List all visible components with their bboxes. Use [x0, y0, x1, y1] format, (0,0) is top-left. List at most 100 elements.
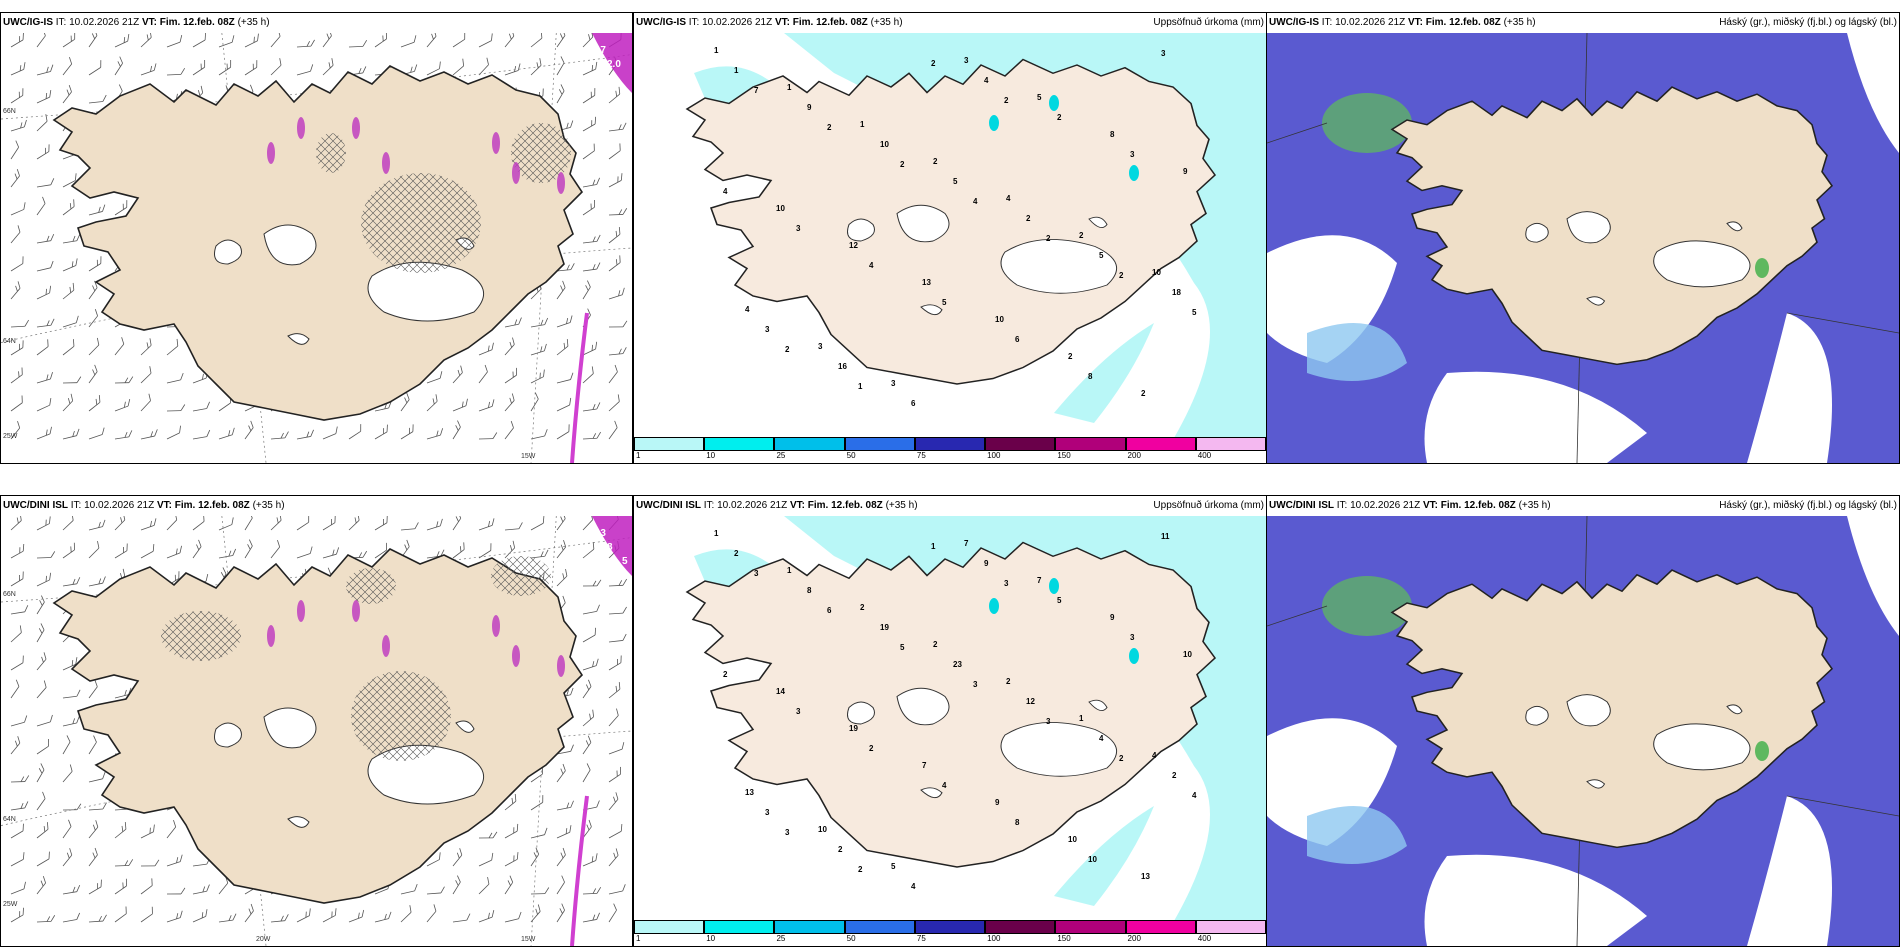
- colorbar-tick-label: 100: [987, 934, 1001, 943]
- precip-value-label: 1: [858, 382, 863, 391]
- colorbar-swatch: [1055, 920, 1126, 934]
- precip-value-label: 10: [880, 140, 889, 149]
- precip-value-label: 3: [1161, 49, 1166, 58]
- precip-value-label: 2: [1119, 271, 1124, 280]
- precip-value-label: 2: [734, 549, 739, 558]
- colorbar-tick-label: 1: [636, 934, 641, 943]
- lat-label-64n: 64N: [3, 338, 16, 345]
- colorbar-swatch: [914, 920, 986, 934]
- precip-value-label: 10: [818, 825, 827, 834]
- precip-value-label: 10: [1068, 835, 1077, 844]
- precip-value-label: 3: [818, 342, 823, 351]
- precip-value-label: 13: [1141, 872, 1150, 881]
- colorbar-swatch: [1055, 437, 1126, 451]
- precip-value-label: 4: [869, 261, 874, 270]
- precip-value-label: 1: [787, 566, 792, 575]
- precip-value-label: 5: [1037, 93, 1042, 102]
- precip-value-label: 3: [964, 56, 969, 65]
- precip-value-label: 11: [1161, 532, 1170, 541]
- precip-value-label: 5: [1057, 596, 1062, 605]
- lon-label-20w: 20W: [256, 936, 271, 943]
- panel-header: UWC/IG-IS IT: 10.02.2026 21Z VT: Fim. 12…: [1267, 13, 1899, 33]
- colorbar-tick-label: 150: [1057, 934, 1071, 943]
- panel-clouds-dini: UWC/DINI ISL IT: 10.02.2026 21Z VT: Fim.…: [1266, 495, 1900, 947]
- precip-value-label: 16: [838, 362, 847, 371]
- precip-value-label: 2: [785, 345, 790, 354]
- precip-value-label: 3: [1046, 717, 1051, 726]
- colorbar-tick-label: 10: [706, 451, 716, 460]
- precip-value-label: 2: [931, 59, 936, 68]
- panel-header: UWC/IG-IS IT: 10.02.2026 21Z VT: Fim. 12…: [3, 17, 270, 28]
- colorbar-tick-label: 25: [776, 451, 786, 460]
- colorbar-tick-label: 10: [706, 934, 716, 943]
- precip-value-label: 9: [1110, 613, 1115, 622]
- precip-value-label: 9: [995, 798, 1000, 807]
- colorbar-swatch: [844, 920, 915, 934]
- snow-value-label: 1.3: [592, 528, 606, 539]
- precip-value-label: 2: [723, 670, 728, 679]
- precip-value-label: 10: [995, 315, 1004, 324]
- precip-value-label: 2: [933, 157, 938, 166]
- precip-value-label: 5: [953, 177, 958, 186]
- precip-value-label: 2: [1172, 771, 1177, 780]
- precip-value-label: 2: [1006, 677, 1011, 686]
- map-precip-igis[interactable]: 1 1 1 2 4 2 10 4 3 3 3 5 8 9 10 12 13 10 2 2 1 9 10 5 2 5 18 3 16 6 4 2…: [634, 33, 1266, 438]
- precip-value-label: 2: [1026, 214, 1031, 223]
- lon-label-15w: 15W: [521, 936, 536, 943]
- precip-value-label: 6: [1015, 335, 1020, 344]
- precip-value-label: 9: [984, 559, 989, 568]
- precip-value-label: 4: [942, 781, 947, 790]
- precip-value-label: 4: [745, 305, 750, 314]
- map-clouds-igis[interactable]: [1267, 33, 1899, 463]
- panel-header: UWC/IG-IS IT: 10.02.2026 21Z VT: Fim. 12…: [634, 13, 1266, 33]
- precip-value-label: 2: [860, 603, 865, 612]
- map-wind-dini[interactable]: 1.3 8 5: [1, 516, 632, 946]
- precip-value-label: 3: [796, 707, 801, 716]
- precip-value-label: 4: [973, 197, 978, 206]
- precip-value-label: 3: [1004, 579, 1009, 588]
- precip-value-label: 2: [1057, 113, 1062, 122]
- precip-value-label: 19: [849, 724, 858, 733]
- colorbar-swatch: [634, 920, 705, 934]
- colorbar: 1 10 25 50 75 100 150 200 400: [634, 920, 1266, 946]
- precip-value-label: 4: [1006, 194, 1011, 203]
- precip-value-label: 1: [860, 120, 865, 129]
- colorbar-tick-label: 1: [636, 451, 641, 460]
- precip-value-label: 2: [1004, 96, 1009, 105]
- precip-value-label: 5: [891, 862, 896, 871]
- panel-wind-dini: UWC/DINI ISL IT: 10.02.2026 21Z VT: Fim.…: [0, 495, 633, 947]
- precip-value-label: 4: [911, 882, 916, 891]
- precip-value-label: 10: [776, 204, 785, 213]
- colorbar-tick-label: 400: [1197, 934, 1212, 943]
- lat-label-66n: 66N: [3, 108, 16, 115]
- colorbar-swatch: [634, 437, 705, 451]
- snow-value-label: 8: [607, 542, 613, 553]
- precip-value-label: 2: [1068, 352, 1073, 361]
- precip-value-label: 10: [1183, 650, 1192, 659]
- colorbar-tick-label: 25: [776, 934, 786, 943]
- panel-title: Uppsöfnuð úrkoma (mm): [1153, 500, 1264, 511]
- precip-value-label: 7: [922, 761, 927, 770]
- colorbar-swatch: [1195, 920, 1266, 934]
- lat-label-64n: 64N: [3, 816, 16, 823]
- map-wind-igis[interactable]: 1.7 2.0: [1, 33, 632, 463]
- precip-value-label: 10: [1088, 855, 1097, 864]
- lon-label-25w: 25W: [3, 433, 18, 440]
- precip-value-label: 9: [1183, 167, 1188, 176]
- snow-value-label: 5: [622, 556, 628, 567]
- precip-value-label: 4: [723, 187, 728, 196]
- precip-value-label: 2: [900, 160, 905, 169]
- colorbar-swatch: [1195, 437, 1266, 451]
- map-clouds-dini[interactable]: [1267, 516, 1899, 946]
- precip-value-label: 5: [900, 643, 905, 652]
- precip-value-label: 6: [827, 606, 832, 615]
- precip-value-label: 18: [1172, 288, 1181, 297]
- colorbar-tick-label: 200: [1127, 934, 1141, 943]
- precip-value-label: 4: [1099, 734, 1104, 743]
- panel-precip-dini: UWC/DINI ISL IT: 10.02.2026 21Z VT: Fim.…: [633, 495, 1267, 947]
- precip-value-label: 1: [714, 46, 719, 55]
- precip-value-label: 5: [1099, 251, 1104, 260]
- panel-title: Uppsöfnuð úrkoma (mm): [1153, 17, 1264, 28]
- panel-header: UWC/DINI ISL IT: 10.02.2026 21Z VT: Fim.…: [3, 500, 285, 511]
- map-precip-dini[interactable]: 1 1 2 2 2 1 4 13 10 5 7 7 9 10 14 19 7 9 10 13 2 8 19 23 12 4 2 3 2 4…: [634, 516, 1266, 921]
